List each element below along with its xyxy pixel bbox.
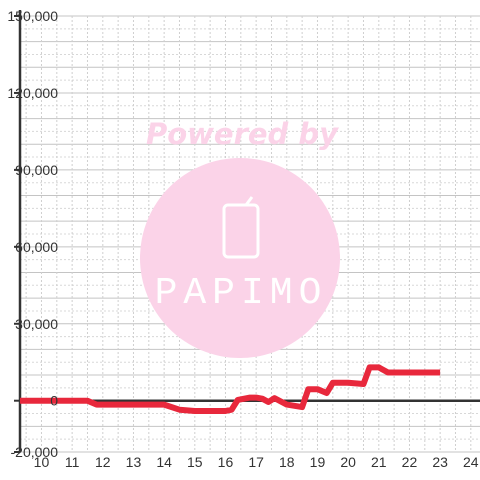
series-line-0: [20, 364, 441, 414]
y-tick-label: 60,000: [15, 239, 58, 255]
y-tick-label: 150,000: [7, 8, 58, 24]
x-tick-label: 23: [432, 454, 448, 470]
x-tick-label: 16: [218, 454, 234, 470]
y-tick-label: 90,000: [15, 162, 58, 178]
x-tick-label: 21: [371, 454, 387, 470]
series-layer: [20, 364, 441, 414]
y-tick-label: 0: [50, 393, 58, 409]
x-tick-label: 18: [279, 454, 295, 470]
x-tick-label: 19: [310, 454, 326, 470]
y-tick-label: 30,000: [15, 316, 58, 332]
watermark-powered-text: Powered by: [146, 117, 339, 151]
watermark: Powered by PAPIMO: [140, 117, 340, 358]
x-tick-label: 10: [34, 454, 50, 470]
y-tick-label: 120,000: [7, 85, 58, 101]
x-tick-label: 17: [248, 454, 264, 470]
x-tick-label: 24: [463, 454, 479, 470]
watermark-phone-icon: [222, 203, 260, 259]
x-tick-label: 13: [126, 454, 142, 470]
x-tick-label: 22: [402, 454, 418, 470]
watermark-logo-text: PAPIMO: [155, 272, 328, 315]
x-tick-label: 20: [340, 454, 356, 470]
watermark-phone-antenna-icon: [244, 196, 254, 206]
x-tick-label: 11: [65, 454, 80, 470]
axes: [14, 10, 480, 453]
x-tick-label: 14: [156, 454, 172, 470]
x-tick-label: 12: [95, 454, 111, 470]
grid-lines: [20, 15, 480, 453]
tick-labels: -20,000 0 30,000 60,000 90,000 120,000 150,000…: [7, 8, 478, 470]
x-tick-label: 15: [187, 454, 203, 470]
y-tick-label: -20,000: [11, 444, 59, 460]
